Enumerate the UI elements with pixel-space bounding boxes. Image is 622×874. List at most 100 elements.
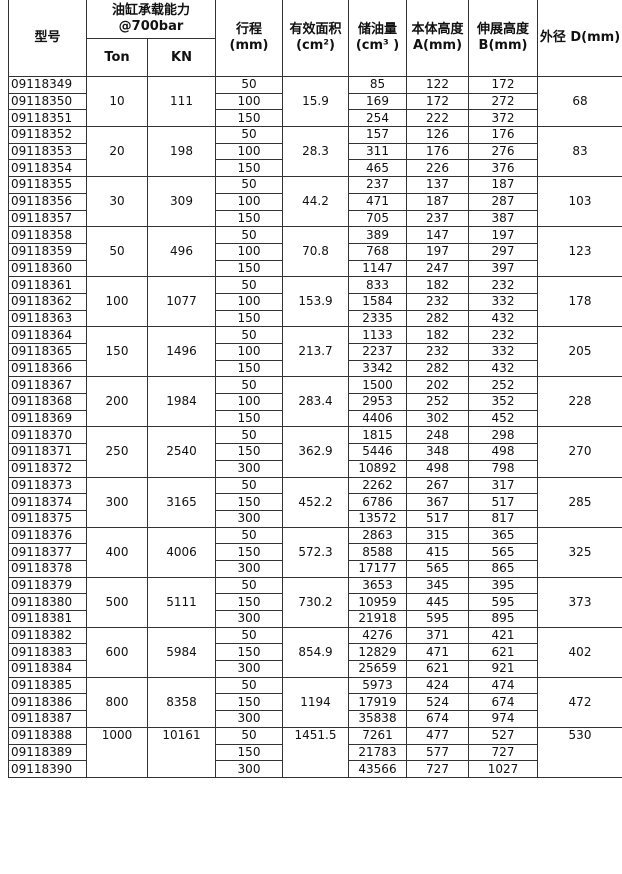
model-cell: 09118389 bbox=[8, 743, 87, 762]
height-b-cell: 1027 bbox=[468, 760, 538, 778]
model-cell: 09118354 bbox=[8, 159, 87, 178]
height-b-cell: 421 bbox=[468, 626, 538, 645]
ton-cell: 150 bbox=[86, 326, 148, 378]
stroke-cell: 150 bbox=[215, 309, 283, 328]
oil-cell: 4276 bbox=[348, 626, 407, 645]
oil-cell: 157 bbox=[348, 126, 407, 144]
ton-cell: 100 bbox=[86, 276, 148, 328]
diameter-cell: 68 bbox=[537, 75, 622, 128]
model-cell: 09118355 bbox=[8, 176, 87, 194]
area-cell: 730.2 bbox=[282, 576, 349, 628]
model-cell: 09118368 bbox=[8, 393, 87, 411]
height-b-cell: 172 bbox=[468, 76, 538, 94]
area-cell: 1194 bbox=[282, 676, 349, 728]
height-a-cell: 226 bbox=[406, 159, 469, 178]
oil-cell: 3653 bbox=[348, 576, 407, 595]
height-b-cell: 621 bbox=[468, 643, 538, 662]
height-a-cell: 315 bbox=[406, 526, 469, 545]
table-row: 09118361 100 1077 50 153.9 833 182 232 178 bbox=[8, 276, 622, 328]
table-row: 09118383 150 12829 471 621 bbox=[8, 643, 622, 662]
model-cell: 09118388 bbox=[8, 726, 87, 745]
header-kn: KN bbox=[147, 38, 216, 77]
height-b-cell: 397 bbox=[468, 259, 538, 278]
height-b-cell: 376 bbox=[468, 159, 538, 178]
table-row: 09118370 250 2540 50 362.9 1815 248 298 270 bbox=[8, 426, 622, 478]
model-cell: 09118376 bbox=[8, 526, 87, 545]
stroke-cell: 150 bbox=[215, 359, 283, 378]
area-cell: 44.2 bbox=[282, 176, 349, 228]
header-height-a: 本体高度A(mm) bbox=[406, 0, 469, 77]
oil-cell: 12829 bbox=[348, 643, 407, 662]
kn-cell: 1496 bbox=[147, 326, 216, 378]
height-a-cell: 345 bbox=[406, 576, 469, 595]
table-row: 09118375 300 13572 517 817 bbox=[8, 509, 622, 528]
oil-cell: 25659 bbox=[348, 660, 407, 678]
kn-cell: 1077 bbox=[147, 276, 216, 328]
area-cell: 362.9 bbox=[282, 426, 349, 478]
table-row: 09118376 400 4006 50 572.3 2863 315 365 325 bbox=[8, 526, 622, 578]
model-cell: 09118356 bbox=[8, 192, 87, 211]
table-row: 09118367 200 1984 50 283.4 1500 202 252 228 bbox=[8, 376, 622, 428]
table-row: 09118349 10 111 50 15.9 85 122 172 68 bbox=[8, 75, 622, 128]
table-row: 09118366 150 3342 282 432 bbox=[8, 359, 622, 378]
stroke-cell: 100 bbox=[215, 343, 283, 361]
stroke-cell: 150 bbox=[215, 409, 283, 428]
ton-cell: 500 bbox=[86, 576, 148, 628]
model-cell: 09118378 bbox=[8, 559, 87, 578]
stroke-cell: 100 bbox=[215, 242, 283, 261]
area-cell: 70.8 bbox=[282, 226, 349, 278]
area-cell: 283.4 bbox=[282, 376, 349, 428]
height-b-cell: 921 bbox=[468, 660, 538, 678]
height-b-cell: 432 bbox=[468, 359, 538, 378]
table-row: 09118373 300 3165 50 452.2 2262 267 317 285 bbox=[8, 476, 622, 528]
stroke-cell: 150 bbox=[215, 543, 283, 561]
height-a-cell: 282 bbox=[406, 309, 469, 328]
table-row: 09118358 50 496 50 70.8 389 147 197 123 bbox=[8, 226, 622, 278]
oil-cell: 465 bbox=[348, 159, 407, 178]
area-cell: 213.7 bbox=[282, 326, 349, 378]
stroke-cell: 50 bbox=[215, 126, 283, 144]
stroke-cell: 300 bbox=[215, 760, 283, 778]
ton-cell: 200 bbox=[86, 376, 148, 428]
stroke-cell: 150 bbox=[215, 493, 283, 511]
ton-cell: 250 bbox=[86, 426, 148, 478]
table-row: 09118352 20 198 50 28.3 157 126 176 83 bbox=[8, 126, 622, 178]
table-row: 09118364 150 1496 50 213.7 1133 182 232 205 bbox=[8, 326, 622, 378]
height-b-cell: 317 bbox=[468, 476, 538, 495]
stroke-cell: 300 bbox=[215, 710, 283, 728]
height-a-cell: 232 bbox=[406, 292, 469, 311]
height-b-cell: 674 bbox=[468, 693, 538, 712]
diameter-cell: 270 bbox=[537, 426, 622, 478]
kn-cell: 111 bbox=[147, 75, 216, 128]
table-row: 09118377 150 8588 415 565 bbox=[8, 543, 622, 561]
height-a-cell: 674 bbox=[406, 710, 469, 728]
height-b-cell: 372 bbox=[468, 109, 538, 128]
stroke-cell: 50 bbox=[215, 376, 283, 395]
model-cell: 09118366 bbox=[8, 359, 87, 378]
model-cell: 09118387 bbox=[8, 710, 87, 728]
height-a-cell: 371 bbox=[406, 626, 469, 645]
height-a-cell: 126 bbox=[406, 126, 469, 144]
table-row: 09118389 150 21783 577 727 bbox=[8, 743, 622, 762]
model-cell: 09118374 bbox=[8, 493, 87, 511]
stroke-cell: 150 bbox=[215, 593, 283, 611]
stroke-cell: 300 bbox=[215, 459, 283, 478]
stroke-cell: 50 bbox=[215, 626, 283, 645]
ton-cell: 300 bbox=[86, 476, 148, 528]
height-b-cell: 395 bbox=[468, 576, 538, 595]
oil-cell: 13572 bbox=[348, 509, 407, 528]
oil-cell: 311 bbox=[348, 142, 407, 161]
oil-cell: 6786 bbox=[348, 493, 407, 511]
height-b-cell: 298 bbox=[468, 426, 538, 445]
height-a-cell: 197 bbox=[406, 242, 469, 261]
kn-cell: 4006 bbox=[147, 526, 216, 578]
stroke-cell: 50 bbox=[215, 226, 283, 244]
header-capacity: 油缸承载能力 @700bar bbox=[86, 0, 216, 39]
stroke-cell: 150 bbox=[215, 743, 283, 762]
diameter-cell: 83 bbox=[537, 126, 622, 178]
table-row: 09118380 150 10959 445 595 bbox=[8, 593, 622, 611]
oil-cell: 254 bbox=[348, 109, 407, 128]
height-a-cell: 445 bbox=[406, 593, 469, 611]
height-b-cell: 232 bbox=[468, 276, 538, 294]
height-a-cell: 498 bbox=[406, 459, 469, 478]
